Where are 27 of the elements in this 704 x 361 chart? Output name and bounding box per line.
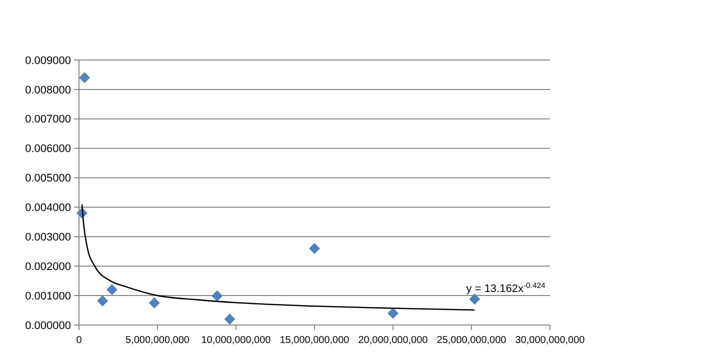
y-tick-label: 0.005000 bbox=[25, 172, 71, 185]
x-tick-label: 20,000,000,000 bbox=[358, 335, 428, 346]
y-tick-label: 0.002000 bbox=[25, 260, 71, 273]
y-tick-label: 0.008000 bbox=[25, 84, 71, 96]
x-tick-label: 5,000,000,000 bbox=[126, 335, 190, 346]
point bbox=[78, 72, 90, 84]
annotation: y = 13.162x$^{-0.424}$ bbox=[466, 280, 546, 295]
y-tick-label: 0.007000 bbox=[25, 114, 71, 126]
point bbox=[309, 242, 320, 254]
point bbox=[224, 314, 236, 325]
x-tick-label: 25,000,000,000 bbox=[436, 335, 507, 346]
y-tick-label: 0.000000 bbox=[25, 320, 71, 332]
x-tick-label: 0 bbox=[76, 335, 82, 346]
y-tick-label: 0.006000 bbox=[25, 143, 71, 156]
x-tick-label: 10,000,000,000 bbox=[201, 335, 272, 346]
point bbox=[469, 294, 480, 305]
point bbox=[388, 308, 398, 319]
y-tick-label: 0.009000 bbox=[25, 54, 71, 67]
x-tick-label: 30,000,000,000 bbox=[515, 335, 586, 346]
point bbox=[212, 290, 223, 302]
point bbox=[106, 284, 118, 296]
x-tick-label: 15,000,000,000 bbox=[280, 335, 350, 346]
y-tick-label: 0.001000 bbox=[25, 290, 71, 302]
y-tick-label: 0.003000 bbox=[25, 232, 71, 244]
point bbox=[97, 295, 108, 306]
point bbox=[148, 297, 160, 308]
y-tick-label: 0.004000 bbox=[25, 202, 71, 214]
